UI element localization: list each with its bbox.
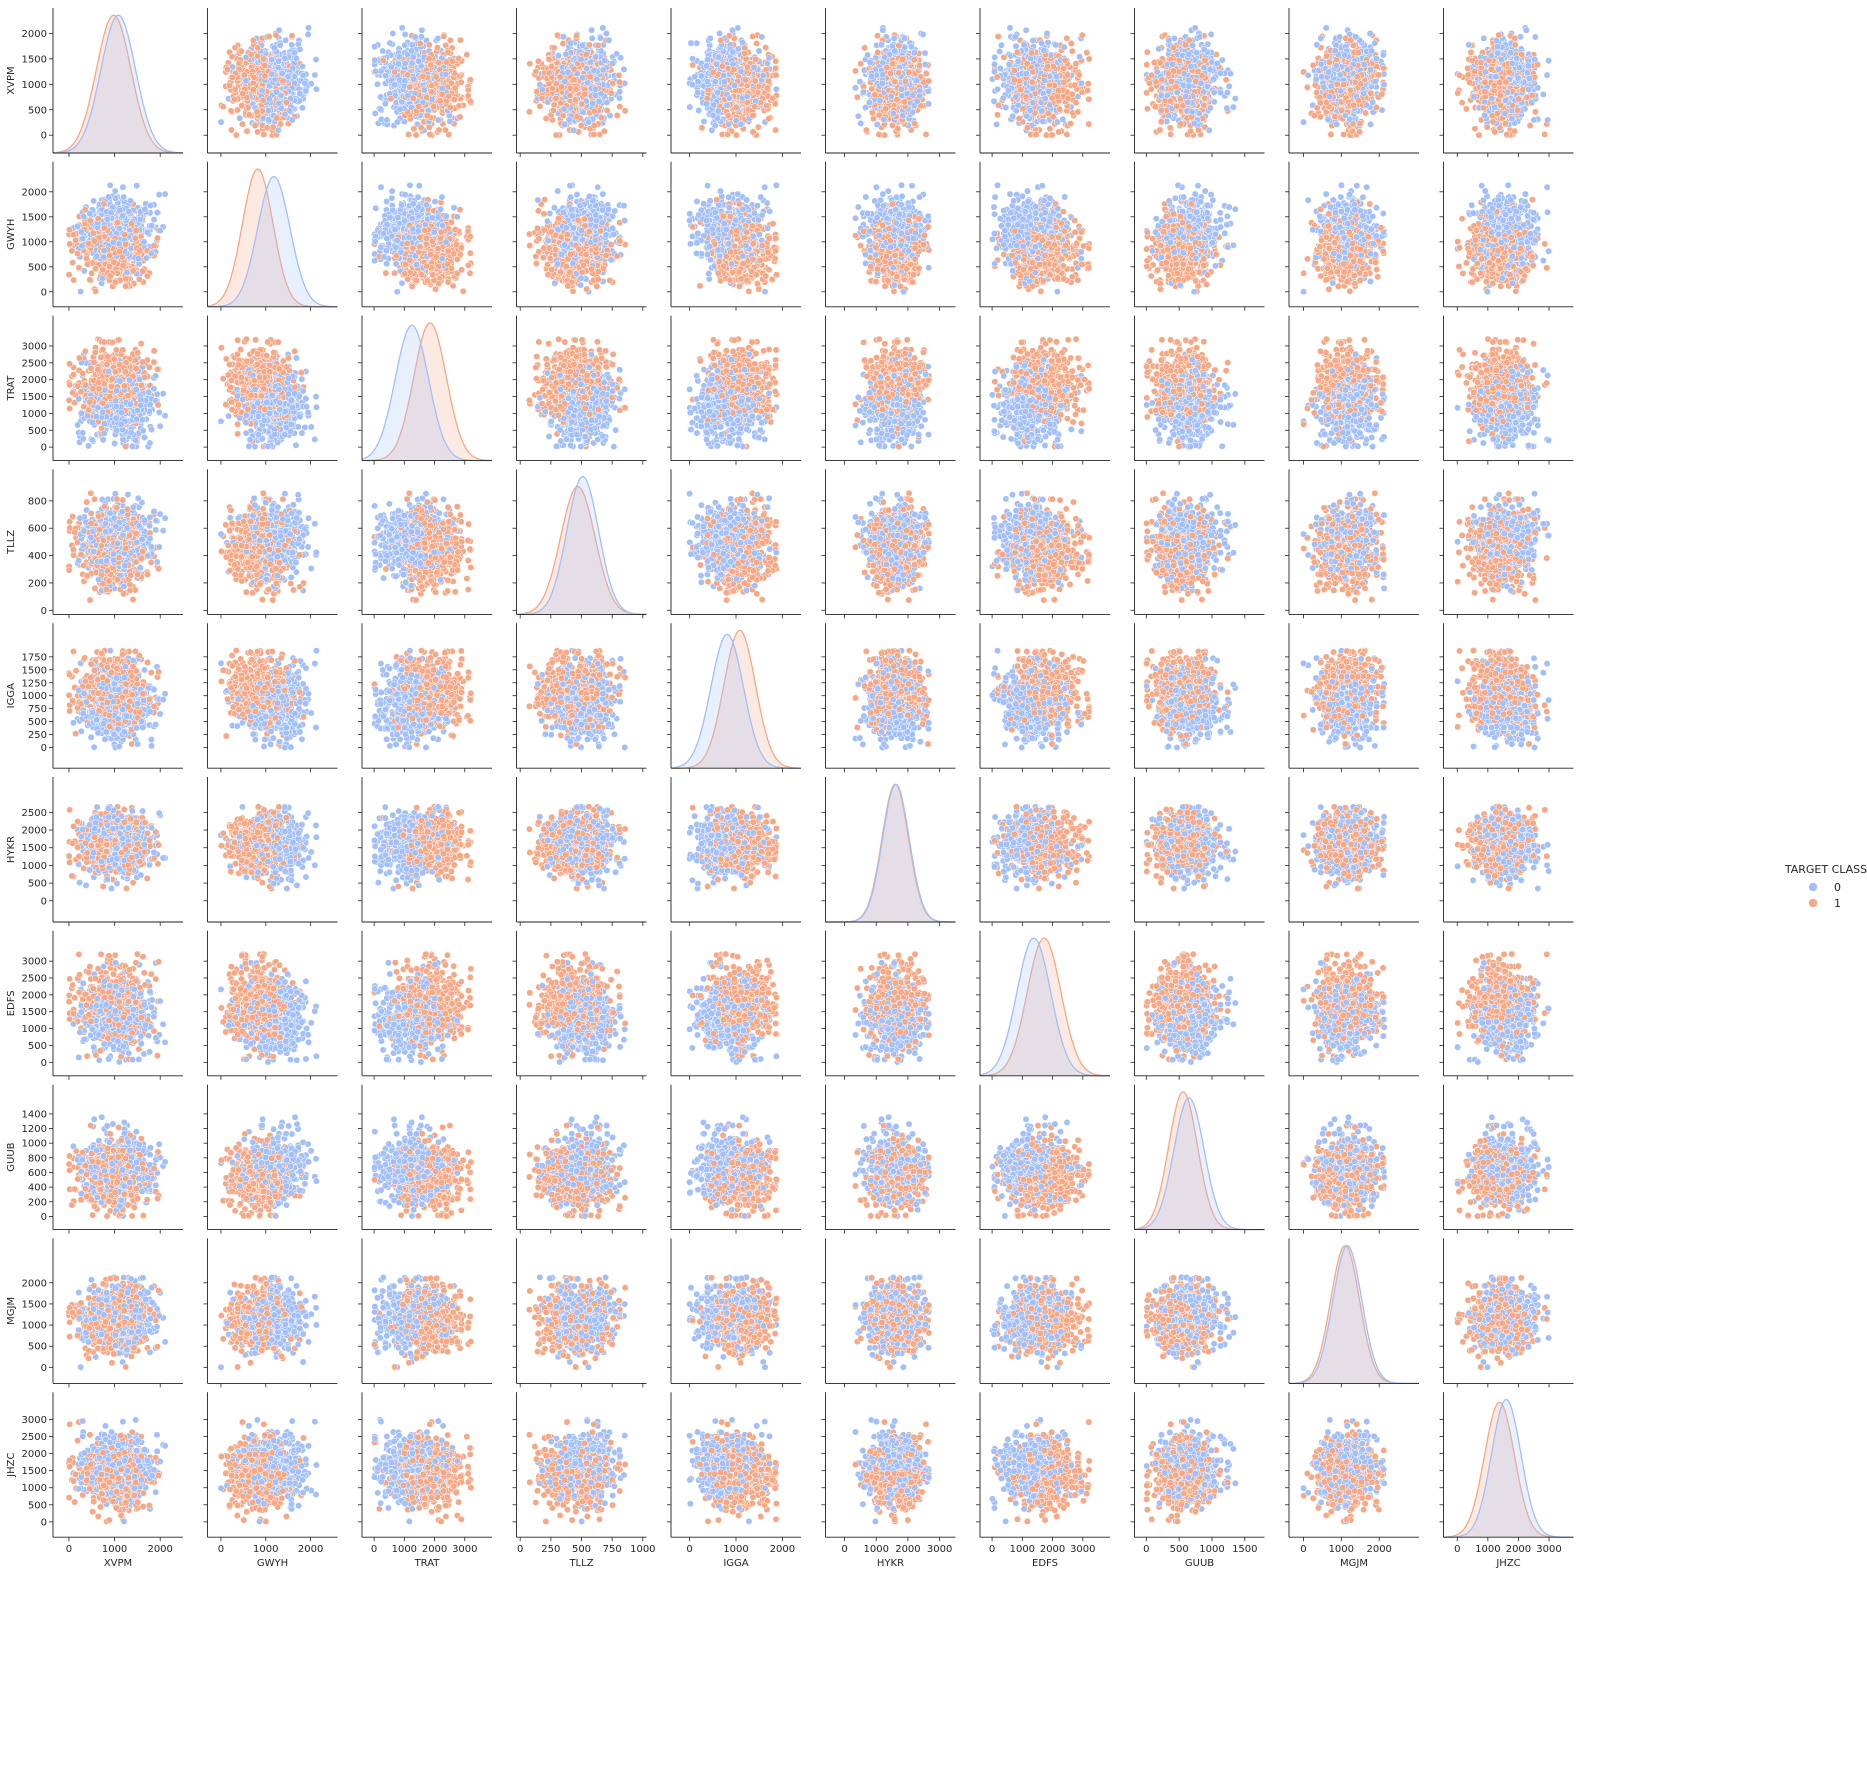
scatter-point	[313, 56, 319, 62]
scatter-point	[261, 131, 267, 137]
scatter-point	[297, 91, 303, 97]
scatter-point	[271, 45, 277, 51]
y-tick-label: 1000	[22, 80, 47, 91]
scatter-point	[299, 105, 305, 111]
scatter-point	[374, 81, 380, 87]
scatter-point	[236, 60, 242, 66]
scatter-point	[303, 88, 309, 94]
scatter-point	[262, 73, 268, 79]
scatter-point	[224, 67, 230, 73]
scatter-point	[232, 44, 238, 50]
scatter-point	[237, 115, 243, 121]
scatter-point	[266, 96, 272, 102]
scatter-point	[233, 132, 239, 138]
scatter-point	[231, 96, 237, 102]
scatter-point	[269, 71, 275, 77]
scatter-point	[248, 52, 254, 58]
scatter-point	[300, 72, 306, 78]
scatter-point	[218, 119, 224, 125]
scatter-point	[244, 128, 250, 134]
scatter-point	[402, 31, 408, 37]
scatter-point	[246, 112, 252, 118]
scatter-point	[299, 63, 305, 69]
scatter-point	[265, 108, 271, 114]
scatter-point	[243, 78, 249, 84]
scatter-point	[226, 82, 232, 88]
scatter-point	[274, 115, 280, 121]
scatter-point	[220, 104, 226, 110]
scatter-point	[252, 122, 258, 128]
scatter-point	[297, 46, 303, 52]
scatter-point	[229, 74, 235, 80]
scatter-point	[275, 127, 281, 133]
scatter-point	[405, 131, 411, 137]
scatter-point	[467, 77, 473, 83]
scatter-point	[228, 108, 234, 114]
scatter-point	[240, 90, 246, 96]
scatter-point	[255, 45, 261, 51]
scatter-point	[289, 33, 295, 39]
scatter-point	[239, 121, 245, 127]
scatter-point	[250, 37, 256, 43]
scatter-point	[280, 78, 286, 84]
scatter-point	[232, 86, 238, 92]
scatter-point	[250, 87, 256, 93]
scatter-point	[268, 57, 274, 63]
scatter-point	[289, 42, 295, 48]
scatter-point	[276, 27, 282, 33]
scatter-point	[282, 55, 288, 61]
scatter-point	[264, 125, 270, 131]
scatter-point	[260, 97, 266, 103]
scatter-point	[289, 117, 295, 123]
scatter-point	[457, 37, 463, 43]
y-tick-label: 1500	[22, 54, 47, 65]
scatter-point	[251, 74, 257, 80]
panel-XVPM-vs-TRAT	[358, 8, 492, 157]
scatter-point	[261, 56, 267, 62]
scatter-point	[266, 33, 272, 39]
scatter-point	[277, 42, 283, 48]
scatter-point	[276, 100, 282, 106]
y-tick-label: 2000	[22, 29, 47, 40]
scatter-point	[380, 48, 386, 54]
scatter-point	[419, 27, 425, 33]
pairplot-grid: 0500100015002000050010001500200005001000…	[6, 8, 1574, 1569]
scatter-point	[283, 37, 289, 43]
scatter-point	[279, 70, 285, 76]
scatter-point	[305, 31, 311, 37]
y-tick-label: 500	[28, 105, 47, 116]
scatter-point	[293, 55, 299, 61]
scatter-point	[228, 127, 234, 133]
scatter-point	[266, 117, 272, 123]
scatter-point	[241, 72, 247, 78]
scatter-point	[305, 25, 311, 31]
scatter-point	[313, 86, 319, 92]
scatter-point	[255, 53, 261, 59]
scatter-point	[302, 80, 308, 86]
scatter-point	[238, 48, 244, 54]
y-tick-label: 0	[41, 131, 47, 142]
scatter-point	[275, 58, 281, 64]
scatter-point	[239, 102, 245, 108]
scatter-point	[312, 72, 318, 78]
scatter-point	[262, 62, 268, 68]
scatter-point	[278, 92, 284, 98]
scatter-point	[254, 109, 260, 115]
scatter-point	[278, 121, 284, 127]
panel-XVPM-vs-XVPM: 0 500 1000 1500 2000	[22, 8, 183, 157]
kde-fill-XVPM-class-0	[53, 15, 183, 153]
scatter-point	[282, 111, 288, 117]
panel-XVPM-vs-GWYH	[204, 8, 338, 157]
scatter-point	[283, 99, 289, 105]
